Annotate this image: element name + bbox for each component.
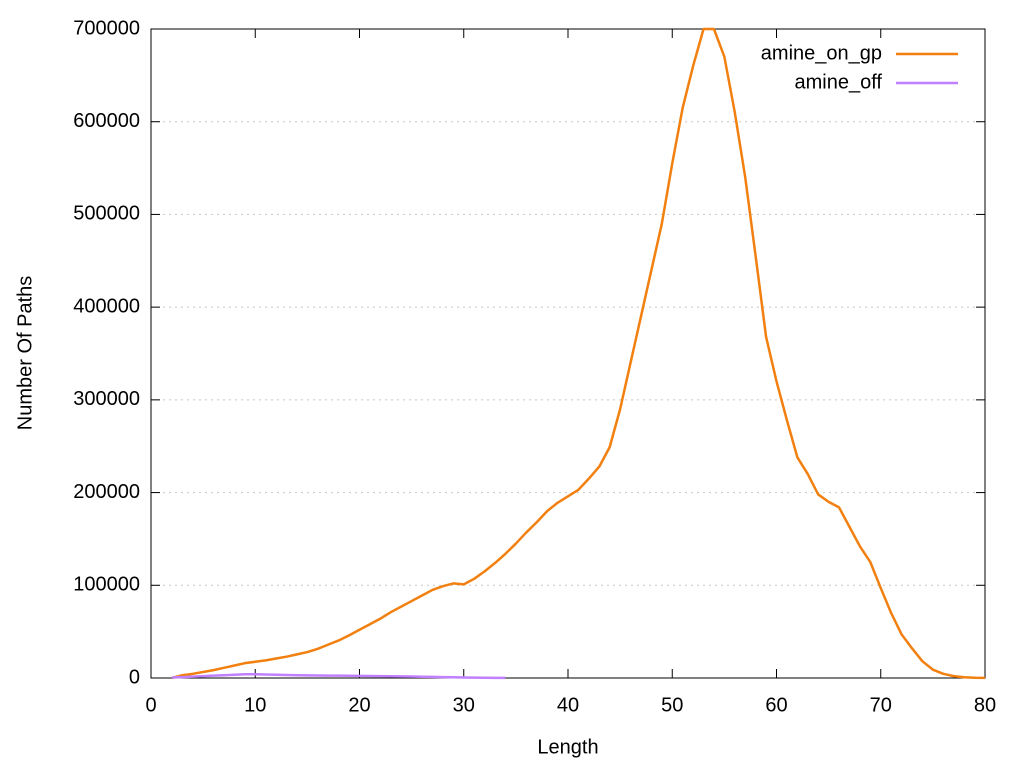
y-tick-label: 600000 — [73, 110, 140, 132]
series-line — [171, 673, 506, 680]
legend-label: amine_on_gp — [761, 42, 882, 64]
y-tick-label: 700000 — [73, 17, 140, 39]
x-tick-label: 20 — [348, 694, 370, 716]
y-tick-label: 500000 — [73, 203, 140, 225]
y-tick-label: 300000 — [73, 388, 140, 410]
legend-label: amine_off — [795, 71, 883, 93]
y-tick-label: 200000 — [73, 481, 140, 503]
x-tick-label: 50 — [661, 694, 683, 716]
x-tick-label: 70 — [870, 694, 892, 716]
plot-border — [150, 28, 986, 679]
x-tick-label: 60 — [765, 694, 787, 716]
series-line — [171, 27, 986, 680]
x-tick-label: 80 — [974, 694, 996, 716]
y-tick-label: 0 — [129, 666, 140, 688]
x-tick-label: 0 — [145, 694, 156, 716]
x-axis-label: Length — [537, 736, 598, 758]
y-tick-label: 400000 — [73, 295, 140, 317]
y-axis-label: Number Of Paths — [14, 276, 36, 431]
x-tick-label: 40 — [557, 694, 579, 716]
x-tick-label: 30 — [453, 694, 475, 716]
y-tick-label: 100000 — [73, 574, 140, 596]
x-tick-label: 10 — [244, 694, 266, 716]
